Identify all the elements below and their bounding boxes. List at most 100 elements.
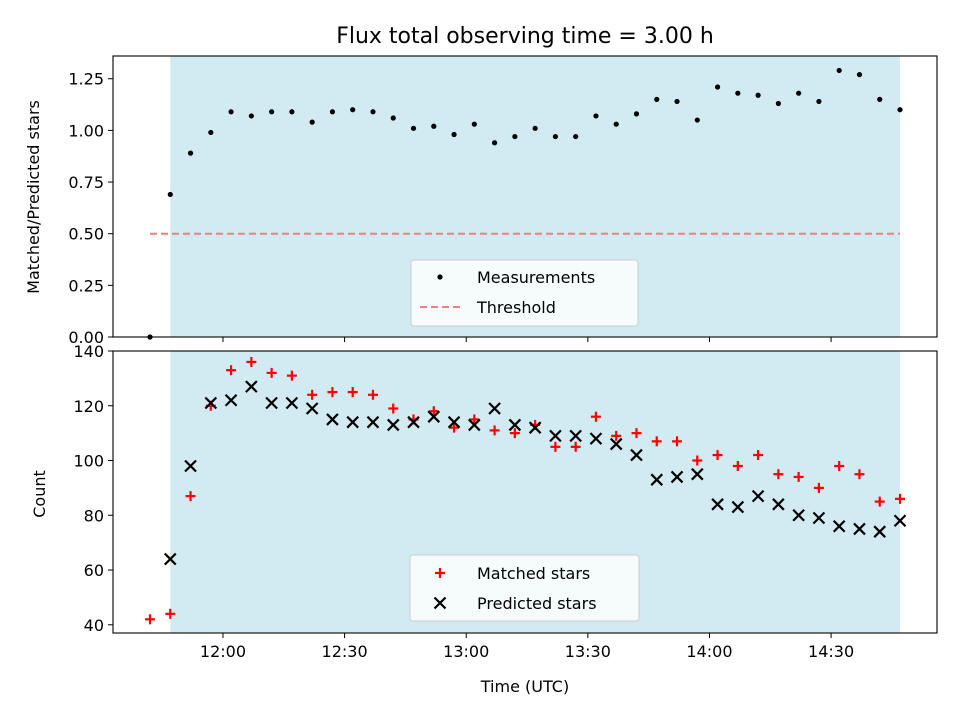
measurement-point <box>167 191 173 198</box>
measurement-point <box>714 84 721 90</box>
predicted-star-point-b <box>772 498 785 511</box>
measurement-point <box>897 107 903 113</box>
bottom-legend-box <box>409 554 640 622</box>
matched-star-point <box>388 403 399 414</box>
matched-star-point <box>449 422 460 433</box>
bottom-frame <box>112 350 938 634</box>
legend-predicted-marker <box>433 596 447 610</box>
predicted-star-point-b <box>893 514 907 528</box>
matched-star-point <box>367 389 378 400</box>
matched-star-point <box>590 411 601 422</box>
predicted-star-point-b <box>265 396 278 410</box>
predicted-star-point <box>285 396 299 410</box>
predicted-star-point <box>751 489 765 503</box>
predicted-star-point-b <box>589 432 603 445</box>
top-frame <box>112 55 938 338</box>
top-legend-box <box>410 259 639 327</box>
matched-star-point <box>773 469 784 480</box>
predicted-star-point-b <box>549 429 562 443</box>
legend-threshold-label: Threshold <box>476 298 556 317</box>
predicted-star-point <box>630 448 643 462</box>
measurement-point <box>633 111 640 117</box>
measurement-point <box>228 109 234 115</box>
legend-predicted-marker-b <box>433 596 447 610</box>
predicted-star-point-b <box>326 413 339 426</box>
predicted-star-point <box>346 415 359 429</box>
bottom-xtick-label: 12:00 <box>200 642 246 661</box>
predicted-star-point-b <box>184 459 197 473</box>
predicted-star-point <box>427 410 441 423</box>
predicted-star-point-b <box>468 418 481 432</box>
predicted-star-point-b <box>691 467 704 481</box>
matched-star-point <box>246 356 257 367</box>
legend-measurements-label: Measurements <box>477 268 595 287</box>
measurement-point <box>735 90 741 96</box>
measurement-point <box>269 109 275 115</box>
predicted-star-point-b <box>427 410 441 423</box>
predicted-star-point <box>549 429 562 443</box>
predicted-star-point-b <box>832 519 846 533</box>
measurement-point <box>512 133 518 140</box>
matched-star-point <box>692 455 703 466</box>
measurement-point <box>877 96 883 102</box>
ratio-panel: 0.00 0.25 0.50 0.75 1.00 1.25 Measurements Thre… <box>68 55 938 347</box>
measurement-point <box>451 131 457 138</box>
measurement-point <box>329 109 336 115</box>
bottom-ytick-label: 60 <box>84 561 104 580</box>
bottom-ytick-label: 140 <box>73 342 104 361</box>
predicted-star-point <box>832 519 846 533</box>
predicted-star-point-b <box>711 498 724 511</box>
measurement-point <box>431 123 437 129</box>
measurement-point <box>816 98 822 105</box>
measurement-point <box>309 119 315 125</box>
measurement-point <box>208 129 214 136</box>
predicted-star-point-b <box>792 508 805 522</box>
predicted-star-point <box>508 418 522 432</box>
top-ytick-label: 0.50 <box>68 225 104 244</box>
predicted-star-point-b <box>224 394 238 407</box>
predicted-star-point <box>305 402 319 415</box>
bottom-xlabel: Time (UTC) <box>480 677 569 696</box>
matched-star-point <box>732 460 743 471</box>
predicted-star-point-b <box>731 500 745 514</box>
predicted-star-point <box>386 418 400 432</box>
predicted-star-point <box>873 525 887 538</box>
predicted-star-point-b <box>386 418 400 432</box>
predicted-star-point-b <box>670 470 684 484</box>
measurement-point <box>390 115 396 121</box>
predicted-star-point <box>853 522 866 536</box>
measurement-point <box>654 96 660 102</box>
measurement-point <box>593 113 599 119</box>
measurement-point <box>796 90 802 96</box>
predicted-star-point <box>589 432 603 445</box>
predicted-star-point <box>650 473 664 486</box>
matched-star-point <box>266 367 277 378</box>
measurement-point <box>532 125 538 131</box>
predicted-star-point <box>812 511 826 525</box>
measurement-point <box>187 150 194 156</box>
measurement-point <box>471 121 477 127</box>
measurement-point <box>248 113 254 119</box>
bottom-legend: Matched stars Predicted stars <box>409 554 640 622</box>
predicted-star-point-b <box>853 522 866 536</box>
bottom-ytick-label: 40 <box>84 616 104 635</box>
predicted-star-point-b <box>812 511 826 525</box>
predicted-star-point-b <box>630 448 643 462</box>
matched-star-point <box>753 450 764 461</box>
bottom-xtick-label: 14:00 <box>686 642 732 661</box>
matched-star-point <box>185 491 196 502</box>
matched-star-point <box>489 425 500 436</box>
top-ytick-label: 0.75 <box>68 173 104 192</box>
predicted-star-point <box>468 418 481 432</box>
legend-matched-label: Matched stars <box>477 564 590 583</box>
measurement-point <box>694 117 700 123</box>
predicted-star-point-b <box>447 415 461 429</box>
matched-star-point <box>813 482 824 493</box>
bottom-xtick-label: 13:30 <box>565 642 611 661</box>
predicted-star-point <box>528 421 542 434</box>
measurement-point <box>491 140 498 146</box>
matched-star-point <box>834 460 845 471</box>
predicted-star-point <box>792 508 805 522</box>
measurement-point <box>573 133 579 140</box>
